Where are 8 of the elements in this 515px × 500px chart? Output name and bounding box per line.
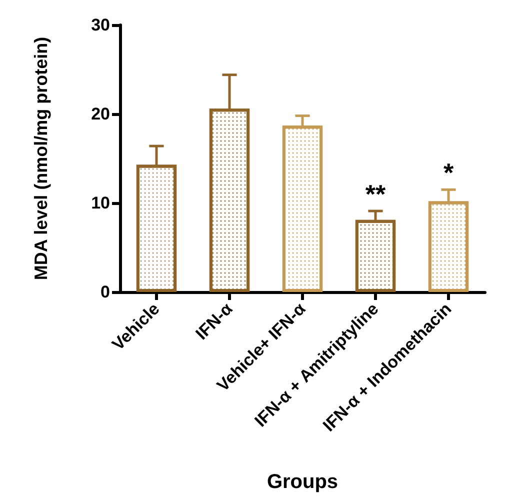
y-tick-label: 0: [100, 282, 110, 302]
y-tick-label: 20: [91, 104, 110, 124]
annotation: **: [365, 179, 386, 210]
y-tick-label: 10: [91, 194, 110, 212]
y-tick-label: 30: [91, 16, 110, 34]
annotation: *: [443, 158, 454, 188]
x-axis-title: Groups: [266, 471, 338, 493]
y-axis-title: MDA level (nmol/mg protein): [31, 36, 51, 280]
